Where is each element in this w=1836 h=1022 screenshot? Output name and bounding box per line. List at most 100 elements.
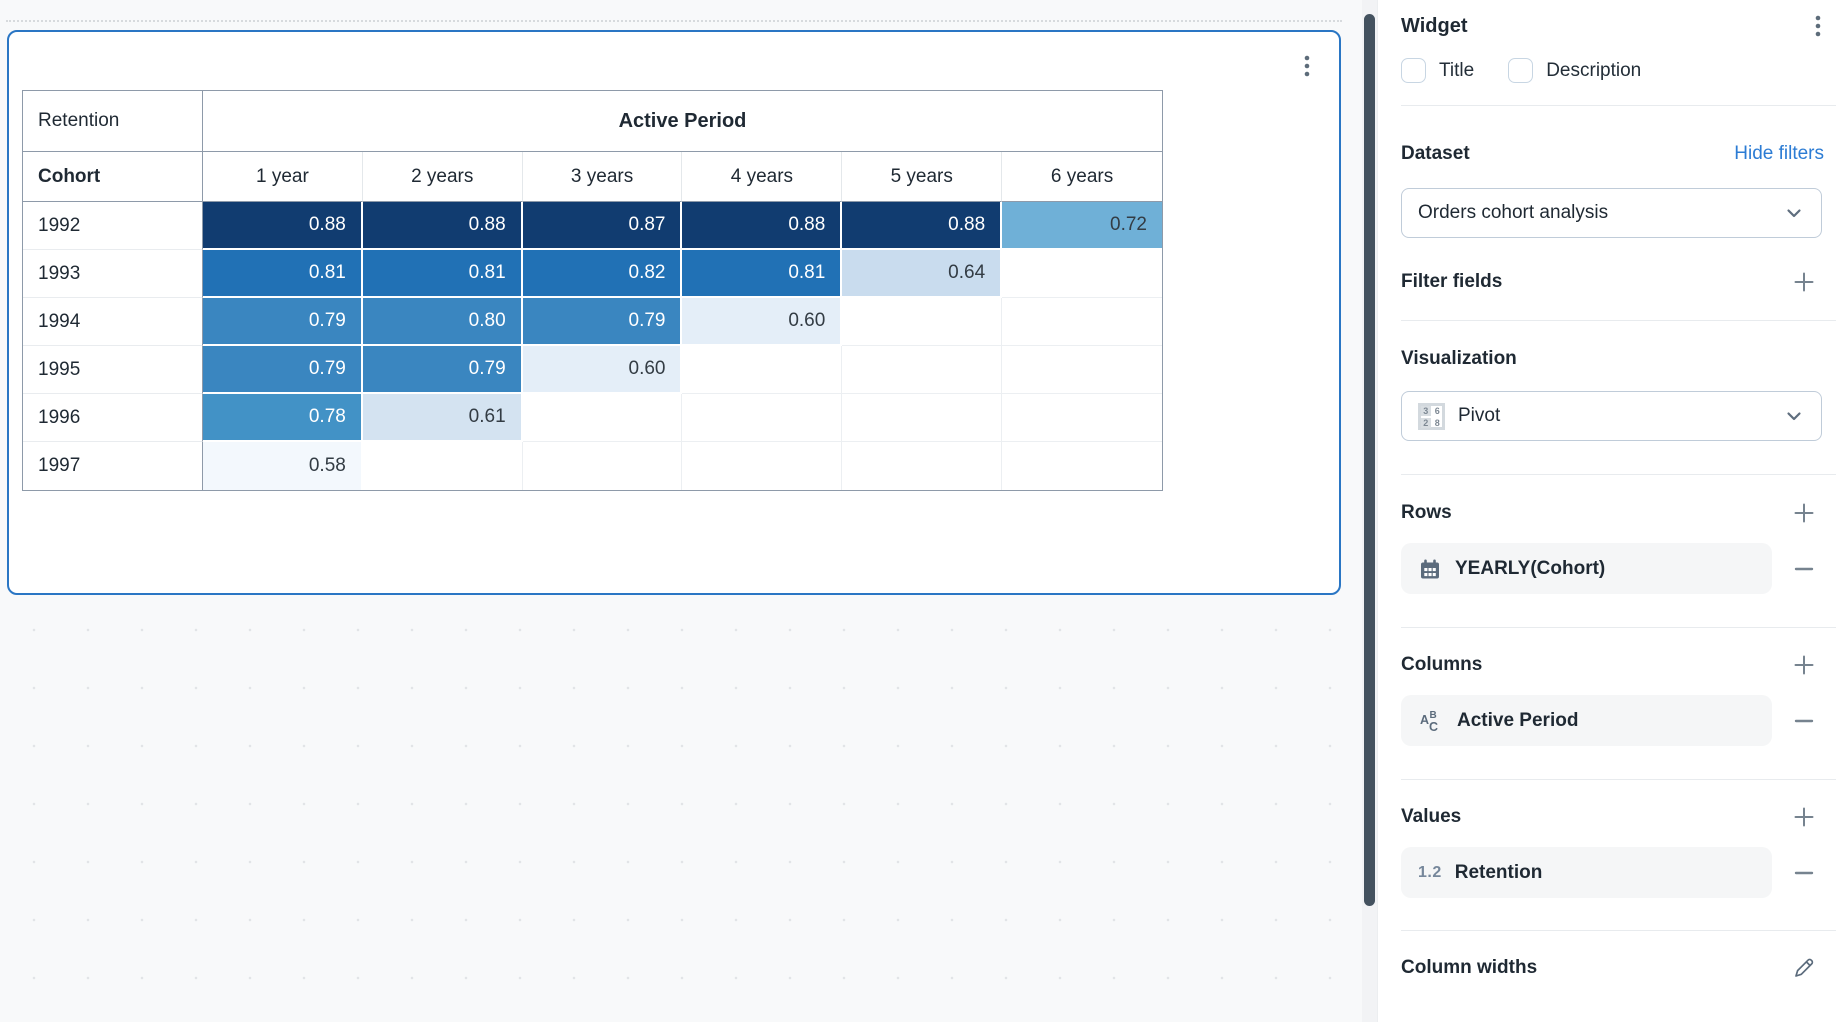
svg-text:C: C — [1429, 720, 1438, 734]
dataset-select[interactable]: Orders cohort analysis — [1401, 188, 1822, 238]
pivot-value-cell[interactable]: 0.88 — [362, 202, 523, 250]
add-value-field-button[interactable] — [1772, 805, 1836, 829]
pivot-value-cell[interactable]: 0.81 — [682, 250, 843, 298]
pivot-value-cell[interactable]: 0.80 — [362, 298, 523, 346]
hide-filters-link[interactable]: Hide filters — [1734, 143, 1824, 164]
pivot-value-cell[interactable]: 0.88 — [842, 202, 1003, 250]
pivot-table: Retention Active Period Cohort 1 year 2 year… — [22, 90, 1163, 491]
scrollbar-track — [1362, 0, 1377, 1022]
pivot-value-cell[interactable]: 0.82 — [522, 250, 683, 298]
edit-column-widths-button[interactable] — [1772, 955, 1836, 981]
pivot-empty-cell — [362, 442, 523, 490]
pivot-table-container: Retention Active Period Cohort 1 year 2 year… — [22, 90, 1163, 491]
values-field-label: Retention — [1454, 861, 1543, 883]
pivot-value-cell[interactable]: 0.81 — [203, 250, 363, 298]
chevron-down-icon — [1783, 202, 1805, 224]
calendar-icon — [1421, 559, 1439, 578]
pivot-value-cell[interactable]: 0.64 — [842, 250, 1003, 298]
kebab-icon — [1304, 55, 1310, 77]
svg-text:B: B — [1430, 710, 1437, 721]
number-icon: 1.2 — [1418, 863, 1442, 881]
pivot-table-icon: 3 6 2 8 — [1418, 402, 1445, 430]
divider — [1401, 627, 1836, 628]
remove-value-field-button[interactable] — [1772, 861, 1836, 885]
pivot-table-row: 1993 0.81 0.81 0.82 0.81 0.64 — [23, 250, 1162, 298]
remove-column-field-button[interactable] — [1772, 709, 1836, 733]
kebab-icon — [1815, 15, 1821, 37]
minus-icon — [1794, 567, 1814, 570]
pivot-empty-cell — [1002, 298, 1162, 346]
pivot-empty-cell — [1002, 346, 1162, 394]
pivot-empty-cell — [1002, 250, 1162, 298]
columns-header-row: Columns — [1401, 651, 1836, 679]
title-description-row: Title Description — [1401, 58, 1836, 83]
pivot-empty-cell — [842, 298, 1003, 346]
add-column-field-button[interactable] — [1772, 653, 1836, 677]
pivot-value-cell[interactable]: 0.61 — [362, 394, 523, 442]
visualization-selected-value: Pivot — [1458, 405, 1501, 426]
title-checkbox-label: Title — [1439, 59, 1475, 81]
pivot-value-cell[interactable]: 0.79 — [203, 346, 363, 394]
pivot-column-header: 3 years — [522, 152, 683, 202]
remove-row-field-button[interactable] — [1772, 557, 1836, 581]
add-row-field-button[interactable] — [1772, 501, 1836, 525]
plus-icon — [1794, 272, 1814, 292]
values-item-row: 1.2 Retention — [1401, 847, 1836, 898]
widget-card[interactable]: Retention Active Period Cohort 1 year 2 year… — [7, 30, 1341, 595]
scrollbar-thumb[interactable] — [1364, 14, 1375, 906]
minus-icon — [1794, 871, 1814, 874]
pivot-empty-cell — [682, 394, 843, 442]
pivot-empty-cell — [522, 394, 683, 442]
widget-settings-sidebar: Widget Title Description Dataset Hide fi… — [1377, 0, 1836, 1022]
pivot-value-cell[interactable]: 0.79 — [362, 346, 523, 394]
dataset-selected-value: Orders cohort analysis — [1418, 202, 1609, 223]
pivot-value-cell[interactable]: 0.81 — [362, 250, 523, 298]
description-checkbox[interactable] — [1508, 58, 1534, 83]
pivot-column-header: 1 year — [203, 152, 363, 202]
dashboard-canvas: Retention Active Period Cohort 1 year 2 year… — [0, 0, 1362, 1022]
pivot-row-label: 1994 — [23, 298, 203, 346]
pivot-value-cell[interactable]: 0.88 — [203, 202, 363, 250]
pivot-column-header: 2 years — [362, 152, 523, 202]
columns-label: Columns — [1401, 654, 1483, 675]
pivot-row-label: 1992 — [23, 202, 203, 250]
columns-field-pill[interactable]: A B C Active Period — [1401, 695, 1772, 746]
pivot-value-cell[interactable]: 0.78 — [203, 394, 363, 442]
dataset-label: Dataset — [1401, 143, 1470, 164]
pivot-empty-cell — [842, 394, 1003, 442]
grid-dotted-line — [6, 20, 1342, 22]
title-checkbox[interactable] — [1401, 58, 1426, 83]
divider — [1401, 320, 1836, 321]
pivot-value-cell[interactable]: 0.72 — [1002, 202, 1162, 250]
pivot-value-cell[interactable]: 0.58 — [203, 442, 363, 490]
sidebar-menu-button[interactable] — [1786, 14, 1836, 38]
plus-icon — [1794, 655, 1814, 675]
add-filter-field-button[interactable] — [1772, 270, 1836, 294]
pencil-icon — [1795, 958, 1814, 977]
rows-label: Rows — [1401, 502, 1452, 523]
widget-card-menu-button[interactable] — [1295, 52, 1319, 80]
pivot-value-cell[interactable]: 0.79 — [522, 298, 683, 346]
visualization-select[interactable]: 3 6 2 8 Pivot — [1401, 391, 1822, 441]
pivot-value-cell[interactable]: 0.87 — [522, 202, 683, 250]
pivot-table-row: 1992 0.88 0.88 0.87 0.88 0.88 0.72 — [23, 202, 1162, 250]
divider — [1401, 474, 1836, 475]
pivot-value-cell[interactable]: 0.79 — [203, 298, 363, 346]
pivot-value-cell[interactable]: 0.60 — [522, 346, 683, 394]
pivot-value-cell[interactable]: 0.88 — [682, 202, 843, 250]
pivot-corner-cell: Retention — [23, 91, 203, 152]
values-header-row: Values — [1401, 803, 1836, 831]
columns-item-row: A B C Active Period — [1401, 695, 1836, 746]
pivot-empty-cell — [1002, 394, 1162, 442]
values-field-pill[interactable]: 1.2 Retention — [1401, 847, 1772, 898]
sidebar-header: Widget — [1401, 10, 1836, 42]
pivot-value-cell[interactable]: 0.60 — [682, 298, 843, 346]
pivot-table-row: 1996 0.78 0.61 — [23, 394, 1162, 442]
pivot-row-axis-header: Cohort — [23, 152, 203, 202]
visualization-header-row: Visualization — [1401, 347, 1822, 371]
filter-fields-row: Filter fields — [1401, 268, 1836, 296]
rows-field-pill[interactable]: YEARLY(Cohort) — [1401, 543, 1772, 594]
divider — [1401, 105, 1836, 106]
description-checkbox-label: Description — [1546, 59, 1642, 81]
pivot-empty-cell — [682, 346, 843, 394]
